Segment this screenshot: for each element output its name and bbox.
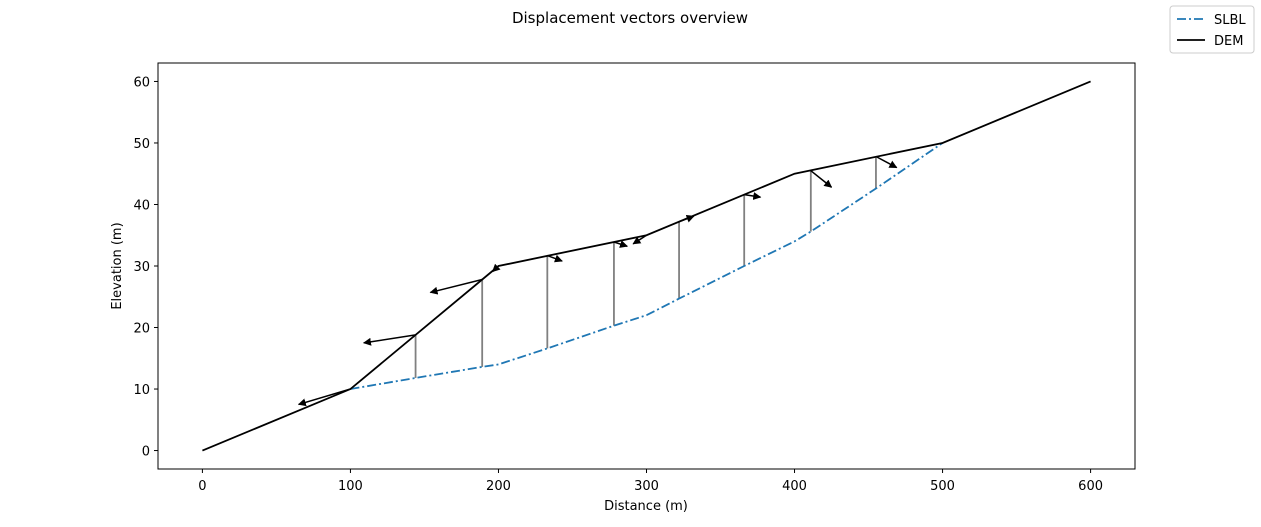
displacement-vector — [875, 155, 898, 169]
chart-title: Displacement vectors overview — [512, 9, 748, 27]
x-tick-label: 0 — [198, 479, 206, 494]
legend-label-dem: DEM — [1214, 34, 1243, 49]
y-tick-label: 0 — [142, 445, 150, 460]
y-tick-label: 50 — [133, 137, 150, 152]
plot-area — [202, 80, 1091, 452]
series-dem-line — [202, 80, 1091, 452]
y-tick-label: 30 — [133, 260, 150, 275]
displacement-vector — [744, 192, 762, 200]
series-slbl-line — [350, 142, 944, 390]
legend: SLBL DEM — [1169, 5, 1255, 54]
displacement-vector — [810, 170, 833, 188]
displacement-vector — [678, 214, 695, 223]
displacement-vector — [491, 263, 501, 273]
y-tick-label: 40 — [133, 198, 150, 213]
y-tick-label: 10 — [133, 383, 150, 398]
displacement-vector — [632, 234, 647, 245]
y-axis-label: Elevation (m) — [110, 222, 125, 309]
x-axis-label: Distance (m) — [604, 499, 688, 514]
y-axis: 0 10 20 30 40 50 60 — [133, 75, 158, 460]
x-tick-label: 100 — [338, 479, 363, 494]
displacement-vector — [362, 334, 416, 346]
y-tick-label: 20 — [133, 322, 150, 337]
x-tick-label: 600 — [1078, 479, 1103, 494]
legend-label-slbl: SLBL — [1214, 13, 1246, 28]
x-tick-label: 500 — [930, 479, 955, 494]
displacement-vector — [613, 240, 629, 248]
displacement-vector — [297, 388, 351, 407]
displacement-vector — [429, 278, 483, 295]
x-tick-label: 300 — [634, 479, 659, 494]
x-tick-label: 400 — [782, 479, 807, 494]
legend-frame — [1169, 5, 1255, 54]
x-axis: 0 100 200 300 400 500 600 — [198, 469, 1103, 494]
displacement-vector — [547, 254, 563, 263]
x-tick-label: 200 — [486, 479, 511, 494]
y-tick-label: 60 — [133, 75, 150, 90]
